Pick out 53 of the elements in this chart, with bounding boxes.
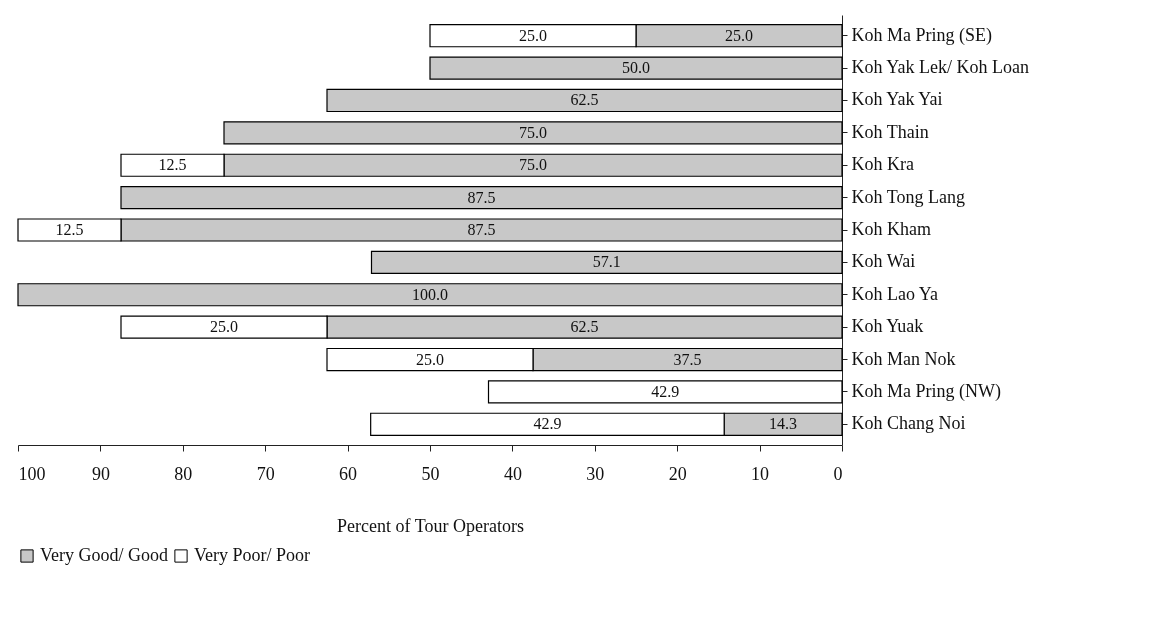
bar [223,121,843,145]
x-tick-label: 20 [668,463,687,484]
data-label: 25.0 [519,26,547,44]
data-label: 50.0 [622,59,650,77]
legend-label: Very Good/ Good [40,545,168,565]
x-tick-label: 30 [586,463,605,484]
y-tick-label: Koh Yak Yai [851,89,943,110]
y-tick-label: Koh Kham [851,219,931,239]
y-tick-label: Koh Thain [851,121,929,142]
legend-label: Very Poor/ Poor [194,545,310,565]
y-tick-label: Koh Ma Pring (SE) [851,24,992,46]
y-tick-label: Koh Ma Pring (NW) [851,380,1001,402]
x-tick-label: 10 [751,463,770,484]
x-axis-title: Percent of Tour Operators [337,515,524,536]
y-tick-label: Koh Lao Ya [851,283,939,304]
data-label: 57.1 [592,253,621,271]
bar [326,88,843,113]
x-tick-label: 40 [503,463,522,484]
y-tick-label: Koh Tong Lang [851,186,965,207]
y-tick-label: Koh Yuak [851,316,924,337]
x-tick-label: 90 [91,463,110,484]
y-tick-label: Koh Chang Noi [851,413,966,434]
data-label: 12.5 [55,221,84,238]
data-label: 62.5 [570,91,599,109]
x-tick-label: 80 [174,463,193,484]
data-label: 100.0 [412,285,448,303]
y-tick-label: Koh Yak Lek/ Koh Loan [851,57,1029,78]
bar [17,283,843,307]
data-label: 42.9 [651,382,680,400]
data-label: 12.5 [158,156,187,174]
bar [370,250,843,274]
data-label: 14.3 [769,415,798,433]
y-tick-label: Koh Man Nok [851,348,956,369]
x-tick-label: 60 [339,463,358,484]
data-label: 37.5 [673,350,702,368]
bar [120,186,843,210]
data-label: 75.0 [519,123,547,141]
data-label: 87.5 [467,188,496,206]
x-tick-label: 100 [18,463,46,484]
data-label: 25.0 [210,318,238,336]
data-label: 25.0 [416,350,444,368]
data-label: 75.0 [519,156,547,174]
bar [429,56,843,80]
data-label: 42.9 [533,415,562,433]
y-tick-label: Koh Wai [851,251,916,272]
x-tick-label: 0 [833,463,843,484]
data-label: 25.0 [725,26,753,44]
bar [487,380,843,404]
data-label: 62.5 [570,318,599,336]
y-tick-label: Koh Kra [851,154,914,175]
x-tick-label: 50 [421,463,440,484]
x-tick-label: 70 [256,463,275,484]
data-label: 87.5 [467,221,496,238]
